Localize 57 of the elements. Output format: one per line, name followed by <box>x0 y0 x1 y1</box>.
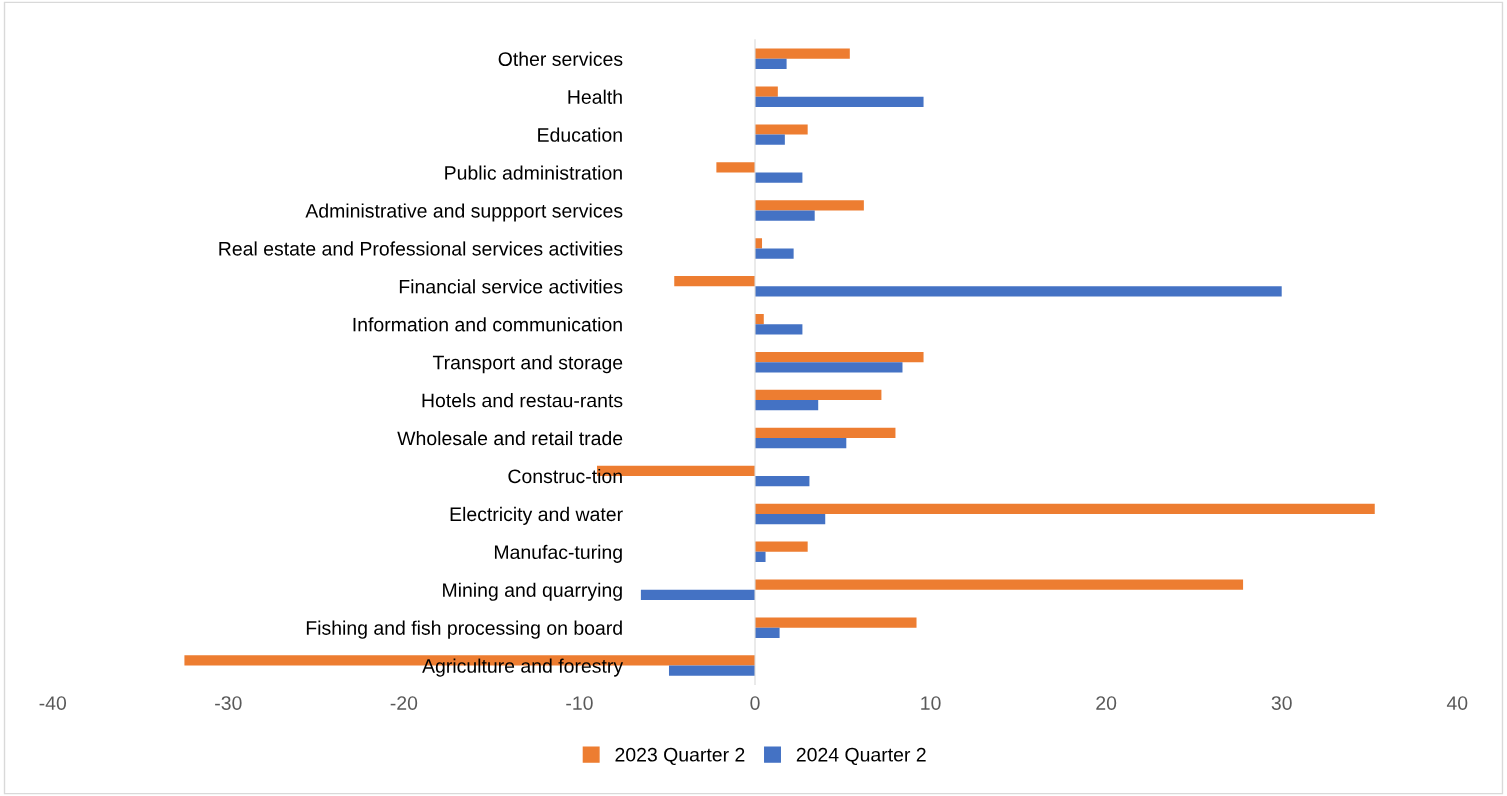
bar <box>755 58 787 69</box>
bar <box>755 427 896 439</box>
y-tick-label: Education <box>538 127 622 142</box>
bar <box>755 172 803 183</box>
bar <box>755 351 924 363</box>
y-tick-label: Mining and quarrying <box>443 582 622 601</box>
bar <box>755 475 810 487</box>
y-tick-label: Wholesale and retail trade <box>397 430 623 446</box>
x-tick-label: 10 <box>921 696 941 710</box>
bar <box>755 627 780 638</box>
bar <box>755 503 1375 514</box>
bar <box>755 362 903 373</box>
bar <box>755 389 882 401</box>
bar <box>674 276 756 287</box>
bar <box>755 248 794 259</box>
bar <box>755 541 808 552</box>
bar <box>755 96 924 107</box>
y-tick-label: Construc-tion <box>508 468 622 484</box>
x-tick-label: 0 <box>750 696 760 710</box>
y-tick-label: Hotels and restau-rants <box>422 393 623 408</box>
x-tick-label: -20 <box>390 696 418 710</box>
bar <box>755 400 819 411</box>
y-tick-label: Transport and storage <box>432 355 623 374</box>
bar <box>755 551 766 563</box>
bar <box>755 438 847 449</box>
x-tick-label: -30 <box>215 696 242 710</box>
bar <box>668 665 756 676</box>
y-tick-label: Fishing and fish processing on board <box>306 620 622 639</box>
x-tick-label: -40 <box>39 696 67 710</box>
x-tick-label: 20 <box>1096 696 1117 710</box>
bar <box>755 134 785 145</box>
bar <box>755 513 826 525</box>
x-tick-label: 40 <box>1446 696 1468 710</box>
y-tick-label: Other services <box>498 51 623 66</box>
bar <box>755 579 1244 590</box>
bar <box>716 162 756 173</box>
y-tick-label: Financial service activities <box>399 279 623 294</box>
y-tick-label: Manufac-turing <box>494 544 622 563</box>
y-tick-label: Administrative and suppport services <box>305 203 623 222</box>
y-tick-label: Information and communication <box>353 317 622 332</box>
y-tick-label: Health <box>568 89 622 104</box>
legend-label: 2023 Quarter 2 <box>615 747 745 766</box>
y-tick-label: Public administration <box>445 165 622 180</box>
bar <box>755 124 808 135</box>
bar <box>640 589 756 600</box>
y-tick-label: Real estate and Professional services activities <box>219 241 623 256</box>
x-tick-label: 30 <box>1271 696 1292 710</box>
y-tick-label: Electricity and water <box>450 506 623 525</box>
bar <box>755 324 803 335</box>
bar <box>755 286 1282 297</box>
legend-label: 2024 Quarter 2 <box>796 747 926 766</box>
bar <box>755 200 864 211</box>
x-tick-label: -10 <box>566 696 593 710</box>
bar <box>755 617 917 628</box>
bar <box>755 210 815 221</box>
bar <box>755 86 778 97</box>
bar <box>755 48 850 59</box>
